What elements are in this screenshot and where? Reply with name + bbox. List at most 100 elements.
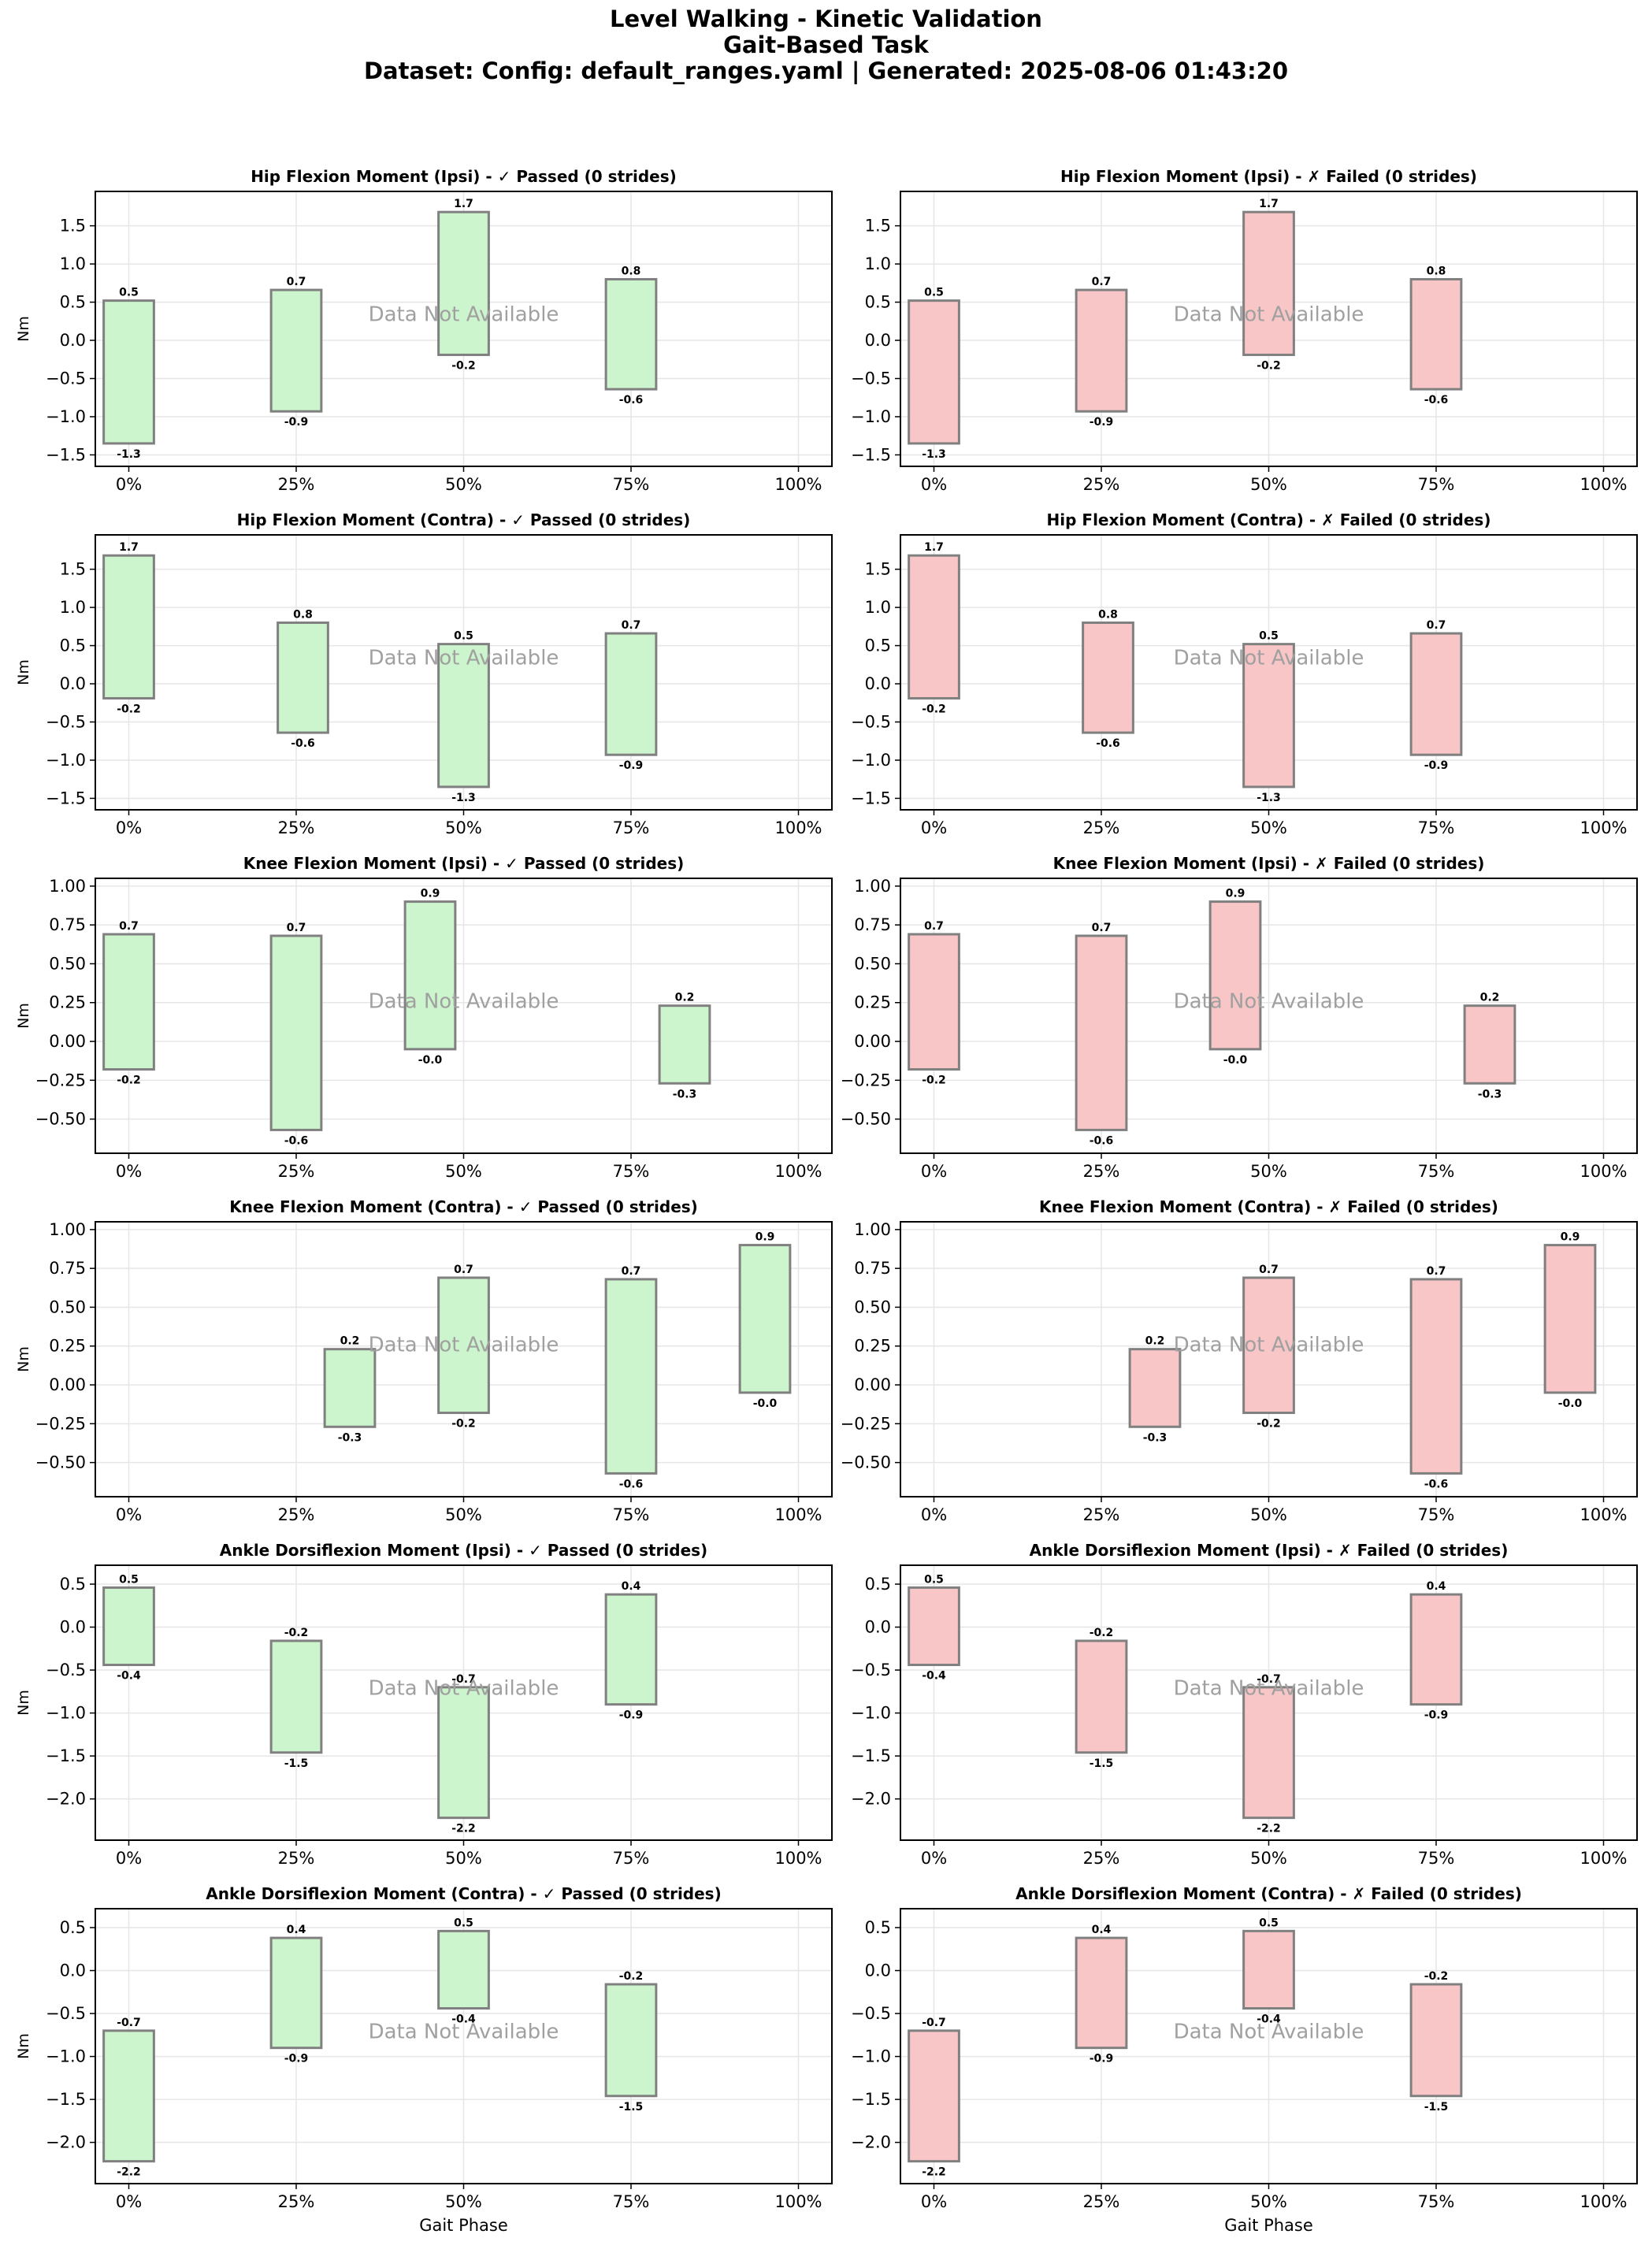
y-tick-label: 1.0 [865, 598, 891, 617]
range-max-label: 0.9 [1561, 1231, 1580, 1244]
y-tick-label: 1.00 [49, 1220, 86, 1239]
subplot-title: Hip Flexion Moment (Ipsi) - ✓ Passed (0 … [251, 167, 677, 186]
x-tick-label: 50% [445, 1162, 482, 1181]
x-tick-label: 0% [116, 1505, 142, 1524]
range-max-label: 0.9 [755, 1231, 775, 1244]
range-bar [1409, 632, 1463, 756]
x-tick-label: 75% [613, 818, 650, 837]
range-min-label: -0.2 [922, 1074, 946, 1087]
x-tick-label: 0% [116, 2192, 142, 2211]
range-bar [323, 1348, 377, 1428]
x-tick-label: 0% [921, 1162, 947, 1181]
subplot-6: Knee Flexion Moment (Ipsi) - ✗ Failed (0… [841, 854, 1638, 1181]
x-tick-label: 25% [1083, 818, 1120, 837]
x-tick-label: 75% [1418, 818, 1455, 837]
range-min-label: -0.2 [1257, 359, 1281, 372]
y-tick-label: 0.0 [60, 674, 86, 693]
y-tick-label: −1.0 [851, 407, 891, 426]
x-tick-label: 0% [921, 1849, 947, 1868]
y-tick-label: 0.5 [60, 1918, 86, 1937]
subplot-11: Ankle Dorsiflexion Moment (Contra) - ✓ P… [15, 1884, 833, 2235]
y-tick-label: 0.5 [865, 1918, 891, 1937]
y-tick-label: 0.25 [49, 1337, 86, 1356]
range-min-label: -1.5 [619, 2101, 644, 2114]
y-axis-label: Nm [15, 1346, 32, 1372]
subplot-5: Knee Flexion Moment (Ipsi) - ✓ Passed (0… [15, 854, 833, 1181]
subplot-7: Knee Flexion Moment (Contra) - ✓ Passed … [15, 1197, 833, 1524]
subplot-title: Ankle Dorsiflexion Moment (Ipsi) - ✗ Fai… [1030, 1541, 1509, 1560]
x-tick-label: 50% [445, 1849, 482, 1868]
x-tick-label: 50% [1250, 1505, 1287, 1524]
data-not-available-text: Data Not Available [1174, 303, 1364, 327]
x-tick-label: 25% [1083, 1162, 1120, 1181]
x-tick-label: 0% [116, 1849, 142, 1868]
range-bar [1075, 1639, 1128, 1754]
range-min-label: -0.9 [619, 1709, 644, 1722]
range-bar [437, 1686, 490, 1820]
range-max-label: 0.7 [1092, 922, 1112, 934]
range-min-label: -0.2 [451, 359, 476, 372]
y-tick-label: 1.00 [49, 877, 86, 896]
subplot-title: Knee Flexion Moment (Ipsi) - ✓ Passed (0… [243, 854, 685, 873]
x-tick-label: 100% [1580, 475, 1627, 494]
data-not-available-text: Data Not Available [369, 2021, 559, 2044]
x-tick-label: 75% [613, 2192, 650, 2211]
range-max-label: 0.8 [1098, 608, 1118, 621]
data-not-available-text: Data Not Available [369, 647, 559, 670]
range-max-label: 0.7 [287, 922, 306, 934]
subplot-12: Ankle Dorsiflexion Moment (Contra) - ✗ F… [851, 1884, 1638, 2235]
range-min-label: -0.6 [1424, 394, 1449, 406]
y-tick-label: −0.5 [46, 2004, 86, 2023]
range-max-label: 0.7 [1092, 276, 1112, 288]
x-tick-label: 25% [1083, 475, 1120, 494]
y-tick-label: 1.5 [865, 217, 891, 236]
range-bar [1075, 288, 1128, 413]
x-tick-label: 25% [278, 2192, 315, 2211]
x-tick-label: 25% [1083, 1505, 1120, 1524]
data-not-available-text: Data Not Available [369, 990, 559, 1014]
y-tick-label: −0.5 [46, 713, 86, 732]
y-tick-label: −0.5 [851, 1661, 891, 1679]
subplot-title: Hip Flexion Moment (Contra) - ✗ Failed (… [1047, 510, 1491, 529]
data-not-available-text: Data Not Available [369, 303, 559, 327]
x-tick-label: 0% [116, 818, 142, 837]
y-tick-label: −0.5 [851, 369, 891, 388]
y-tick-label: −1.5 [851, 445, 891, 464]
x-tick-label: 50% [445, 818, 482, 837]
range-bar [1242, 1276, 1295, 1415]
y-tick-label: 1.5 [60, 560, 86, 579]
x-tick-label: 75% [1418, 1162, 1455, 1181]
y-tick-label: 1.0 [865, 254, 891, 273]
range-min-label: -0.4 [117, 1670, 141, 1683]
range-min-label: -2.2 [1257, 1823, 1281, 1835]
range-bar [1409, 1593, 1463, 1706]
x-tick-label: 25% [1083, 1849, 1120, 1868]
range-min-label: -1.5 [284, 1757, 309, 1770]
range-min-label: -0.2 [117, 703, 141, 715]
y-tick-label: −1.0 [46, 751, 86, 770]
range-max-label: 0.7 [622, 1265, 641, 1278]
x-tick-label: 0% [921, 1505, 947, 1524]
range-bar [908, 1586, 960, 1667]
subplot-8: Knee Flexion Moment (Contra) - ✗ Failed … [841, 1197, 1638, 1524]
range-max-label: -0.2 [619, 1970, 644, 1983]
x-tick-label: 100% [1580, 1849, 1627, 1868]
range-bar [437, 1929, 490, 2010]
range-min-label: -0.9 [1090, 2053, 1114, 2065]
y-tick-label: 0.5 [865, 636, 891, 655]
range-min-label: -0.0 [1558, 1397, 1583, 1410]
range-min-label: -0.0 [1223, 1054, 1248, 1067]
range-max-label: 0.7 [1427, 1265, 1446, 1278]
y-tick-label: 0.0 [865, 331, 891, 350]
x-tick-label: 0% [921, 818, 947, 837]
y-axis-label: Nm [15, 2033, 32, 2059]
y-tick-label: 1.00 [854, 1220, 891, 1239]
y-tick-label: 0.5 [865, 293, 891, 312]
x-tick-label: 75% [1418, 475, 1455, 494]
x-tick-label: 100% [774, 1162, 822, 1181]
range-min-label: -0.3 [673, 1088, 697, 1100]
range-max-label: 0.7 [119, 920, 139, 933]
range-min-label: -0.6 [619, 1478, 644, 1490]
x-tick-label: 50% [1250, 475, 1287, 494]
figure-title-line-2: Gait-Based Task [723, 32, 929, 58]
